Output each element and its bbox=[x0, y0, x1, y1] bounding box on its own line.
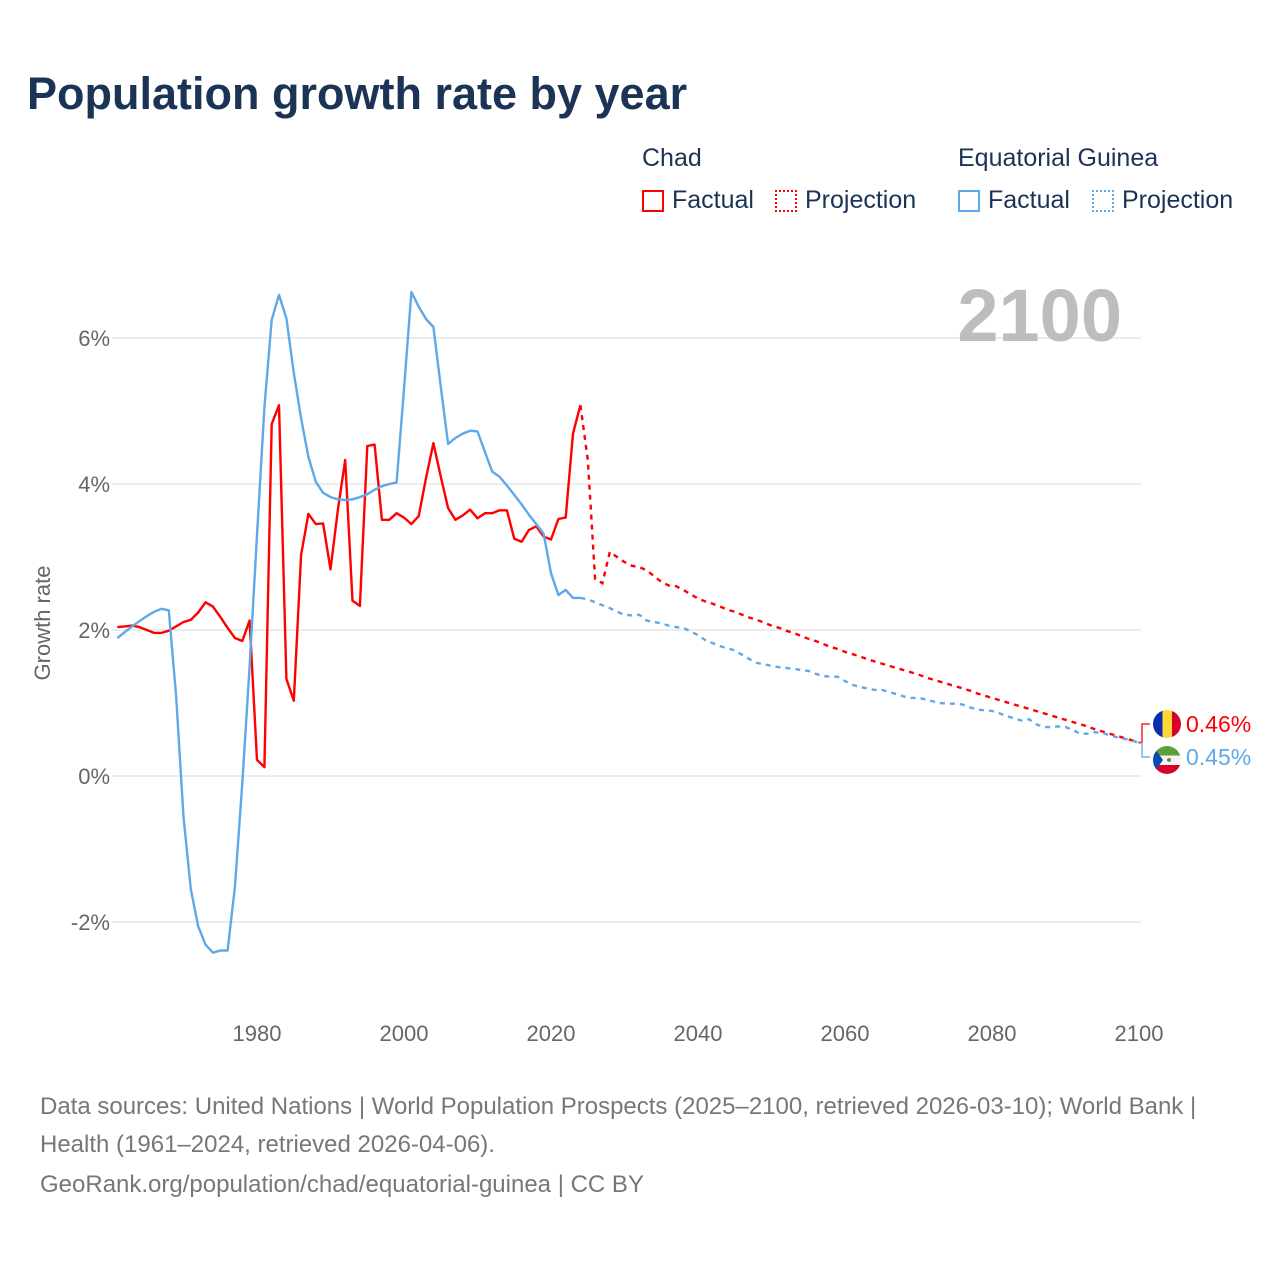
legend-label: Projection bbox=[1122, 186, 1234, 214]
legend-group-label: Chad bbox=[642, 144, 702, 172]
y-tick-label: 4% bbox=[78, 472, 110, 497]
legend-item-chad-factual[interactable]: Factual bbox=[642, 186, 754, 215]
chart-title: Population growth rate by year bbox=[27, 68, 688, 119]
source-link[interactable]: GeoRank.org/population/chad/equatorial-g… bbox=[40, 1171, 644, 1198]
y-axis-label: Growth rate bbox=[30, 566, 55, 681]
equatorial-guinea-flag-icon bbox=[1153, 746, 1181, 774]
current-year-label: 2100 bbox=[957, 274, 1122, 357]
x-tick-label: 2020 bbox=[527, 1021, 576, 1046]
legend-swatch bbox=[958, 189, 980, 212]
legend-item-chad-projection[interactable]: Projection bbox=[775, 186, 916, 215]
x-tick-label: 1980 bbox=[233, 1021, 282, 1046]
y-tick-label: 0% bbox=[78, 764, 110, 789]
end-value-label: 0.45% bbox=[1186, 744, 1251, 770]
legend-group-label: Equatorial Guinea bbox=[958, 144, 1159, 172]
x-tick-label: 2040 bbox=[674, 1021, 723, 1046]
series-line-projection-0 bbox=[579, 405, 1140, 744]
chad-flag-icon bbox=[1153, 710, 1181, 738]
end-label-connector bbox=[1139, 723, 1150, 744]
series-line-projection-1 bbox=[580, 596, 1140, 745]
series-line-factual-1 bbox=[116, 290, 581, 954]
legend-item-eqg-factual[interactable]: Factual bbox=[958, 186, 1070, 215]
y-tick-label: -2% bbox=[71, 910, 110, 935]
x-tick-label: 2000 bbox=[380, 1021, 429, 1046]
x-tick-label: 2060 bbox=[821, 1021, 870, 1046]
end-label-connector bbox=[1139, 742, 1150, 758]
legend-swatch bbox=[642, 189, 664, 212]
legend-item-eqg-projection[interactable]: Projection bbox=[1092, 186, 1233, 215]
y-tick-label: 2% bbox=[78, 618, 110, 643]
legend-label: Factual bbox=[988, 186, 1070, 214]
x-tick-label: 2080 bbox=[968, 1021, 1017, 1046]
legend-swatch bbox=[1092, 189, 1114, 212]
legend-label: Factual bbox=[672, 186, 754, 214]
legend-swatch bbox=[775, 189, 797, 212]
y-tick-label: 6% bbox=[78, 326, 110, 351]
legend-label: Projection bbox=[805, 186, 917, 214]
series-line-factual-0 bbox=[117, 404, 582, 769]
end-value-label: 0.46% bbox=[1186, 711, 1251, 737]
x-tick-label: 2100 bbox=[1115, 1021, 1164, 1046]
data-sources: Data sources: United Nations | World Pop… bbox=[40, 1093, 1197, 1158]
footer: Data sources: United Nations | World Pop… bbox=[40, 1088, 1240, 1204]
